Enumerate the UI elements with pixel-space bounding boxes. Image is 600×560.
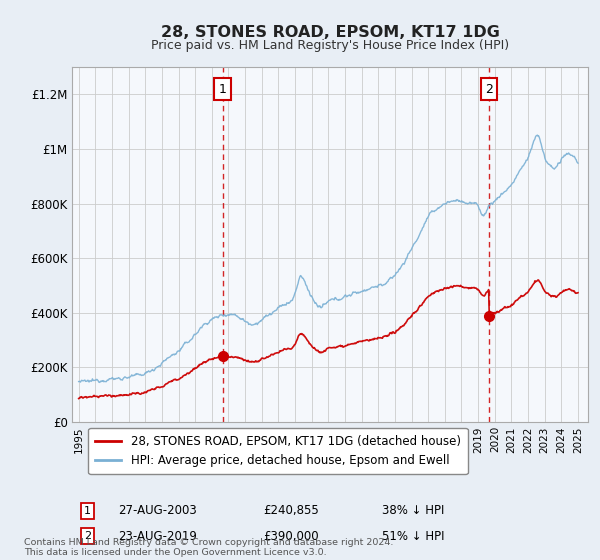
Text: 51% ↓ HPI: 51% ↓ HPI — [382, 530, 444, 543]
Text: 38% ↓ HPI: 38% ↓ HPI — [382, 504, 444, 517]
Text: 2: 2 — [84, 531, 91, 541]
Text: 23-AUG-2019: 23-AUG-2019 — [118, 530, 197, 543]
Text: Price paid vs. HM Land Registry's House Price Index (HPI): Price paid vs. HM Land Registry's House … — [151, 39, 509, 52]
Text: 1: 1 — [84, 506, 91, 516]
Text: £240,855: £240,855 — [263, 504, 319, 517]
Text: Contains HM Land Registry data © Crown copyright and database right 2024.
This d: Contains HM Land Registry data © Crown c… — [24, 538, 394, 557]
Text: 28, STONES ROAD, EPSOM, KT17 1DG: 28, STONES ROAD, EPSOM, KT17 1DG — [161, 25, 499, 40]
Text: 1: 1 — [219, 82, 227, 96]
Text: 2: 2 — [485, 82, 493, 96]
Text: 27-AUG-2003: 27-AUG-2003 — [118, 504, 197, 517]
Text: £390,000: £390,000 — [263, 530, 319, 543]
Legend: 28, STONES ROAD, EPSOM, KT17 1DG (detached house), HPI: Average price, detached : 28, STONES ROAD, EPSOM, KT17 1DG (detach… — [88, 428, 468, 474]
